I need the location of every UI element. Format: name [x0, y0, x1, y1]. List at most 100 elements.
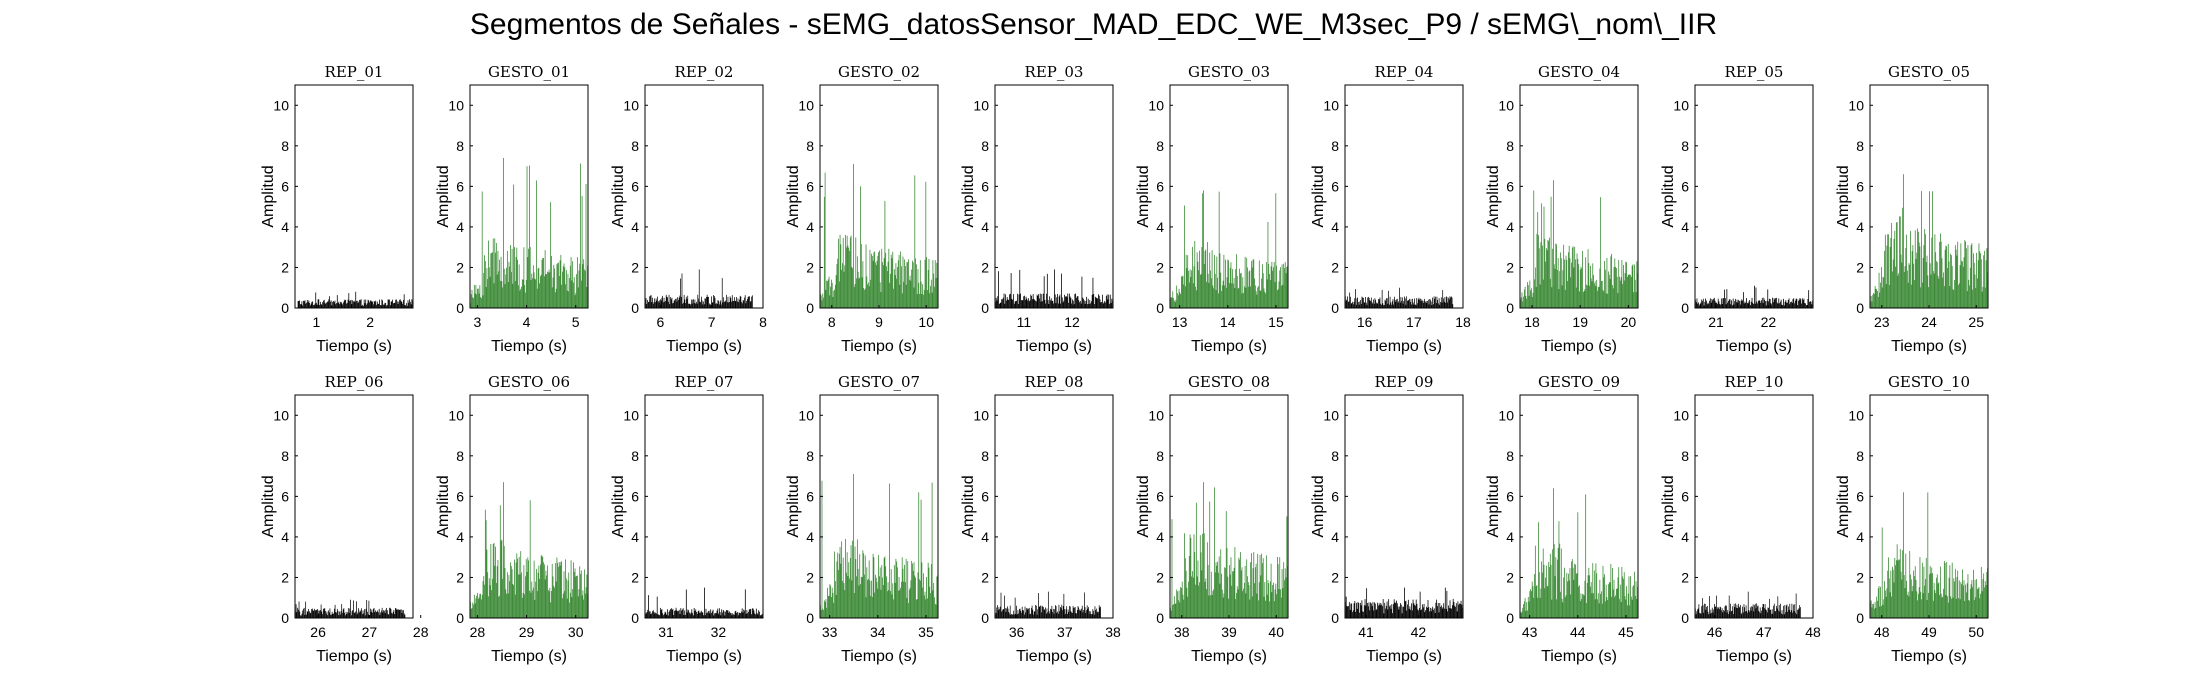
- signal-bar: [853, 474, 854, 618]
- signal-bar: [871, 597, 873, 618]
- signal-bar: [1419, 298, 1421, 308]
- signal-bar: [579, 263, 581, 308]
- signal-bar: [511, 248, 513, 308]
- signal-bar: [831, 279, 832, 308]
- signal-bar: [345, 615, 346, 618]
- signal-bar: [1607, 600, 1609, 618]
- signal-bar: [843, 583, 845, 618]
- signal-bar: [1600, 594, 1602, 618]
- signal-bar: [1068, 293, 1070, 308]
- signal-bar: [734, 611, 736, 618]
- signal-bar: [1743, 303, 1745, 308]
- signal-bar: [1386, 298, 1387, 308]
- signal-bar: [547, 589, 549, 618]
- signal-bar: [1979, 251, 1981, 308]
- signal-bar: [1191, 270, 1193, 308]
- signal-bar: [585, 183, 587, 308]
- signal-bar: [1533, 190, 1535, 308]
- signal-bar: [1373, 303, 1375, 308]
- signal-bar: [1235, 269, 1237, 308]
- signal-bar: [1601, 603, 1603, 618]
- signal-bar: [1356, 602, 1357, 618]
- signal-bar: [873, 252, 875, 308]
- signal-bar: [1352, 612, 1353, 618]
- signal-bar: [1097, 298, 1099, 308]
- signal-bar: [923, 294, 924, 308]
- signal-bar: [1633, 585, 1635, 618]
- signal-bar: [1225, 568, 1226, 618]
- signal-bar: [708, 296, 709, 308]
- signal-bar: [1632, 586, 1634, 618]
- signal-bar: [1932, 600, 1934, 618]
- signal-bar: [1385, 605, 1387, 618]
- signal-bar: [494, 238, 496, 308]
- signal-bar: [506, 251, 508, 308]
- signal-bar: [325, 611, 326, 618]
- signal-bar: [1431, 608, 1433, 618]
- signal-bar: [1002, 610, 1003, 618]
- signal-bar: [851, 266, 853, 308]
- signal-bar: [1074, 607, 1076, 618]
- signal-bar: [855, 237, 857, 308]
- signal-bar: [729, 611, 730, 618]
- y-tick-label: 8: [1156, 138, 1164, 154]
- y-tick-label: 4: [456, 219, 464, 235]
- signal-bar: [1534, 279, 1535, 308]
- signal-bar: [505, 589, 507, 618]
- signal-bar: [484, 584, 485, 618]
- signal-bar: [1782, 614, 1784, 618]
- signal-bar: [833, 290, 835, 308]
- signal-bar: [1199, 274, 1201, 308]
- signal-bar: [1783, 605, 1784, 618]
- signal-bar: [401, 612, 403, 618]
- signal-bar: [1788, 609, 1790, 618]
- signal-bar: [1755, 287, 1757, 308]
- signal-bar: [1586, 285, 1588, 308]
- x-tick-label: 25: [1968, 314, 1984, 330]
- signal-bar: [1051, 605, 1053, 618]
- signal-bar: [1398, 609, 1400, 618]
- signal-bar: [1740, 604, 1741, 618]
- signal-bar: [1563, 244, 1565, 308]
- signal-bar: [821, 480, 823, 618]
- signal-bar: [1906, 234, 1907, 308]
- signal-bar: [1192, 246, 1193, 308]
- signal-bar: [835, 275, 837, 308]
- signal-bar: [1622, 576, 1624, 618]
- signal-bar: [910, 280, 912, 308]
- signal-bar: [854, 283, 856, 308]
- signal-bar: [1903, 174, 1904, 308]
- signal-bar: [554, 563, 556, 618]
- signal-bar: [1940, 593, 1942, 618]
- signal-bar: [825, 599, 827, 618]
- signal-bar: [700, 302, 702, 308]
- signal-bar: [1354, 601, 1356, 618]
- signal-bar: [1247, 267, 1248, 308]
- signal-bar: [1745, 605, 1747, 618]
- signal-bar: [1575, 573, 1577, 618]
- signal-bar: [731, 615, 733, 618]
- signal-bar: [1425, 300, 1427, 308]
- subplot-title: REP_02: [675, 63, 734, 81]
- signal-bar: [311, 301, 313, 308]
- signal-bar: [1774, 611, 1776, 618]
- signal-bar: [1907, 282, 1909, 308]
- signal-bar: [1259, 290, 1261, 308]
- signal-bar: [1244, 565, 1246, 618]
- signal-bar: [828, 595, 830, 618]
- signal-bar: [349, 608, 351, 618]
- signal-bar: [392, 611, 394, 618]
- signal-bar: [1401, 300, 1402, 308]
- signal-bar: [1540, 588, 1542, 618]
- signal-bar: [1725, 605, 1727, 618]
- signal-bar: [1069, 605, 1070, 618]
- signal-bar: [1257, 553, 1259, 618]
- signal-bar: [1630, 276, 1632, 308]
- signal-bar: [1585, 494, 1587, 618]
- signal-bar: [1188, 581, 1189, 618]
- signal-bar: [1783, 305, 1785, 308]
- signal-bar: [388, 299, 390, 308]
- signal-bar: [1531, 288, 1532, 308]
